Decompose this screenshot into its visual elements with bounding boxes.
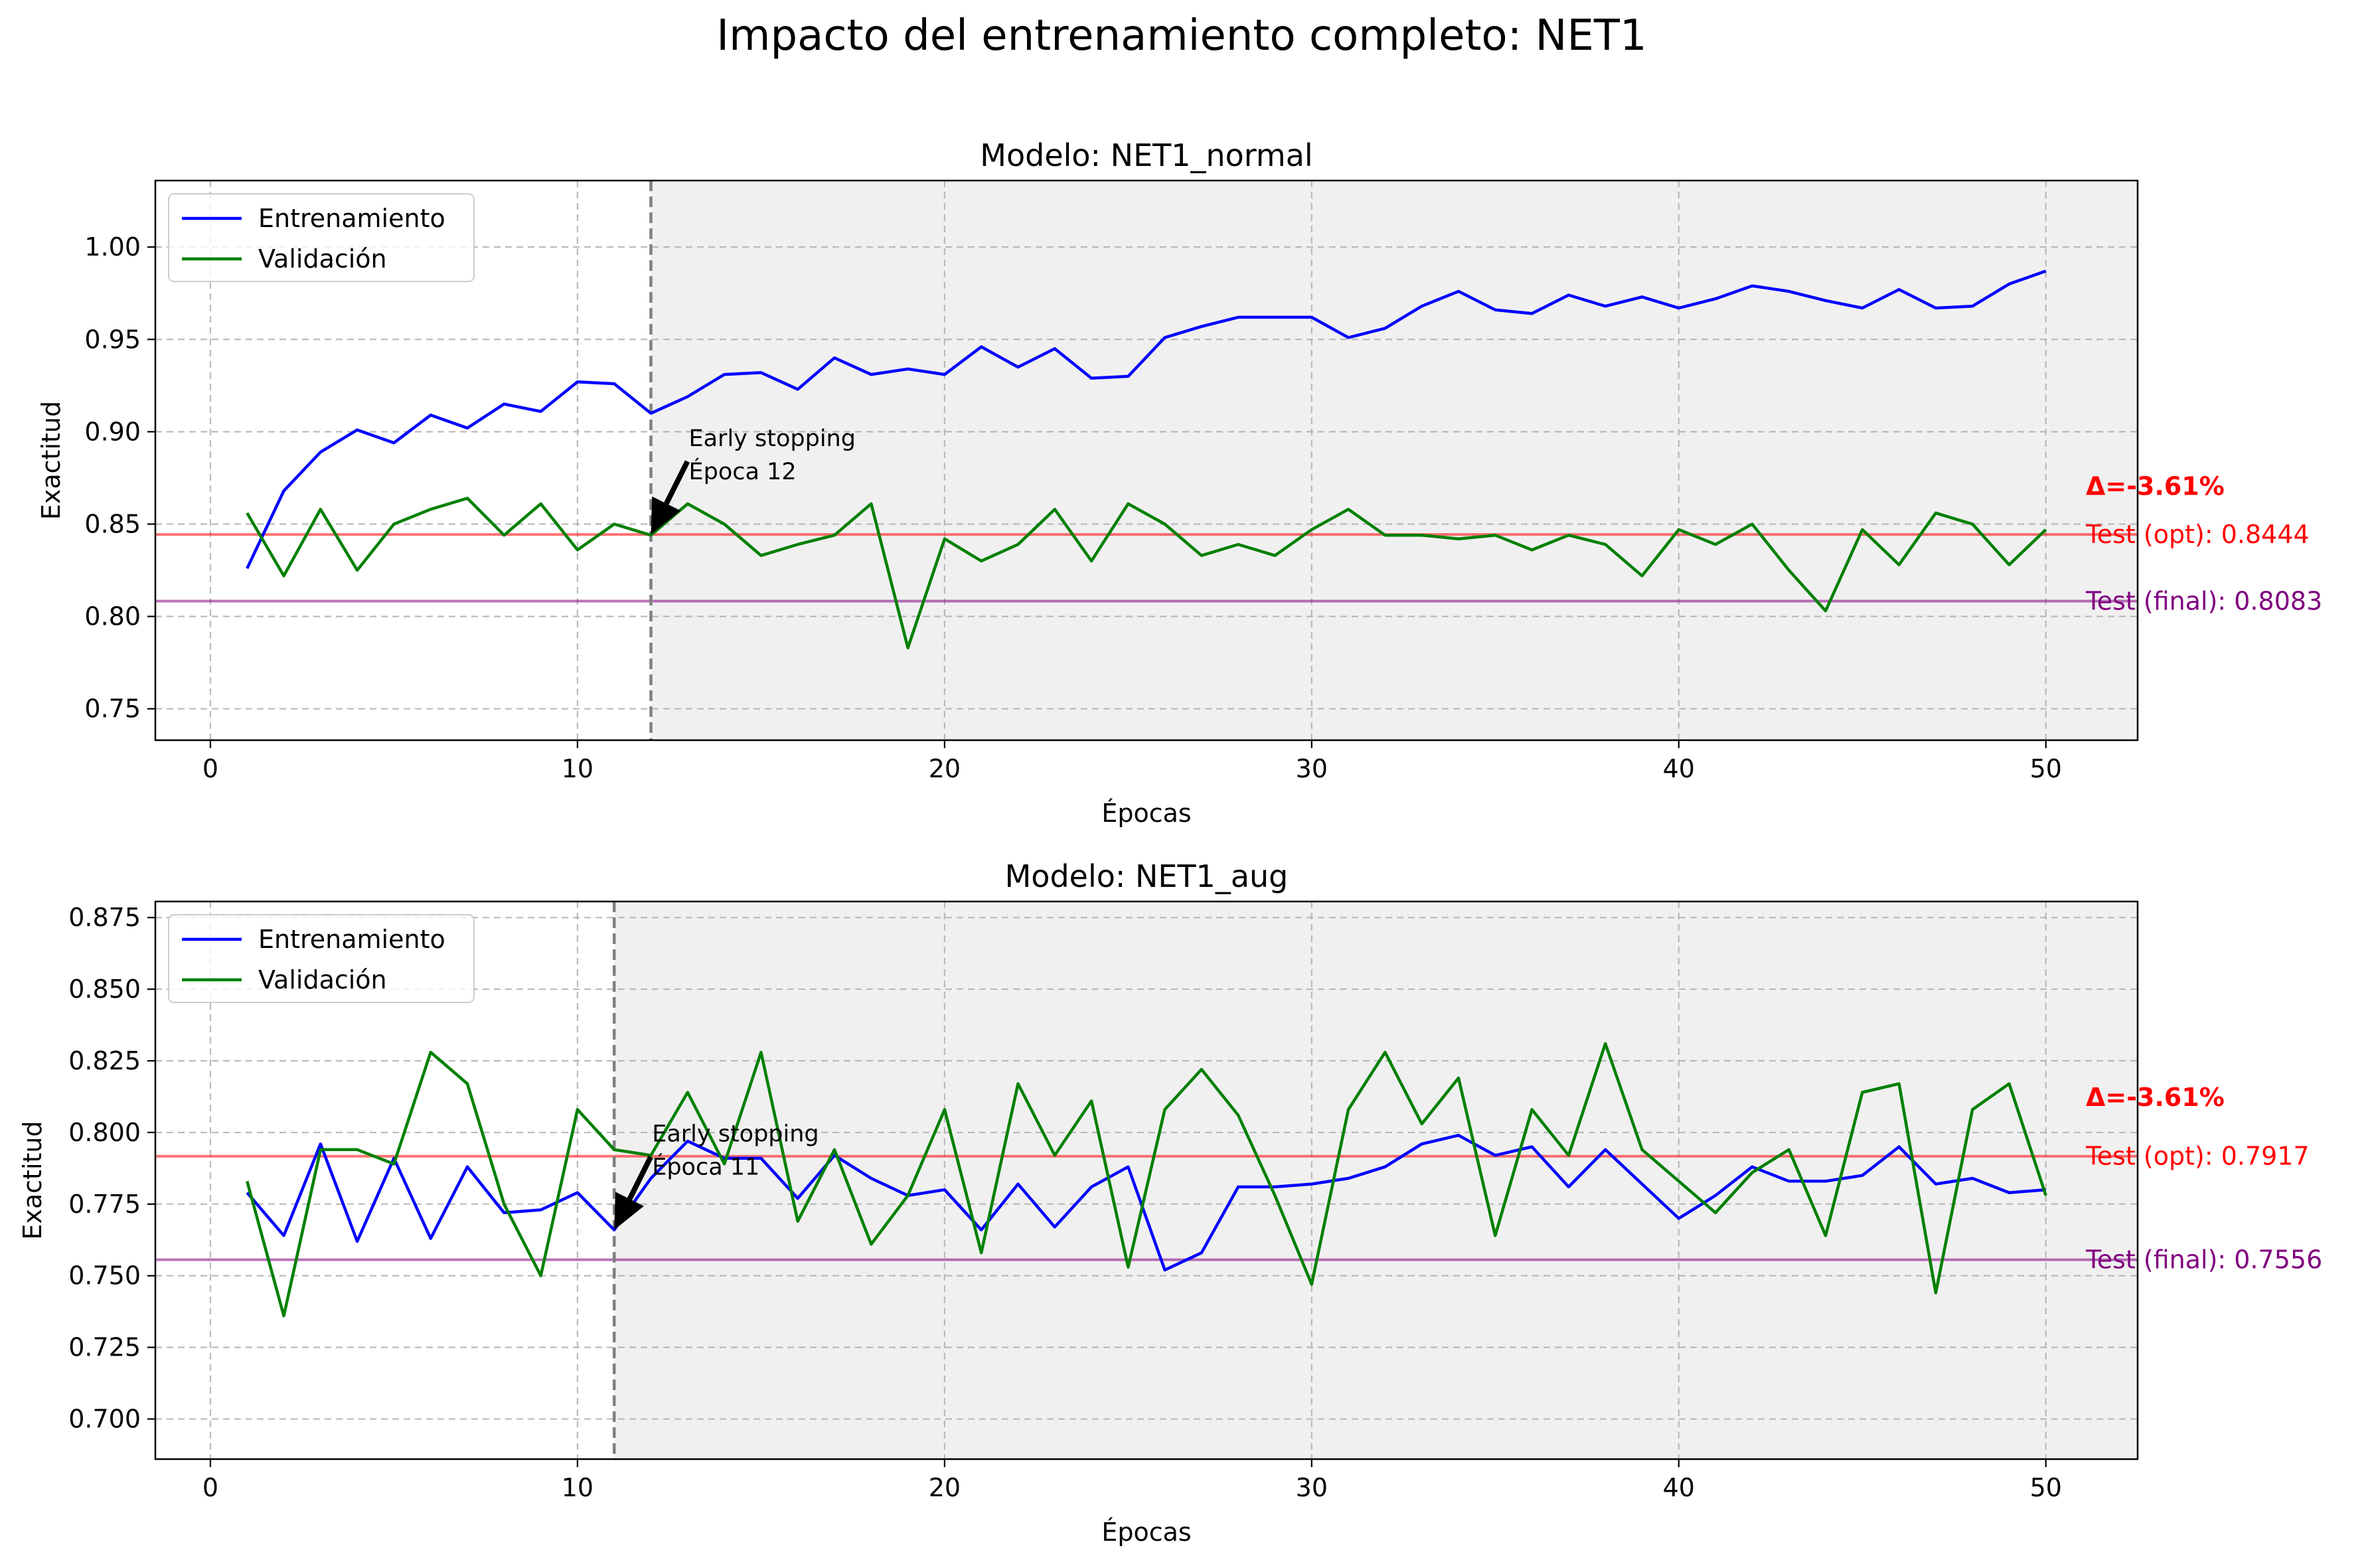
early-stopping-arrowhead — [651, 496, 681, 535]
test-opt-label: Test (opt): 0.8444 — [2085, 520, 2310, 549]
series-group-0 — [246, 270, 2047, 650]
early-stopping-label: Early stopping — [689, 426, 856, 452]
validation-accuracy-line — [246, 1042, 2047, 1318]
y-tick-label: 0.800 — [68, 1118, 141, 1147]
y-tick-label: 0.775 — [68, 1190, 141, 1219]
early-stopping-arrow — [627, 1155, 653, 1200]
delta-label: Δ=-3.61% — [2086, 1083, 2225, 1112]
test-final-label: Test (final): 0.8083 — [2085, 587, 2322, 616]
delta-label: Δ=-3.61% — [2086, 471, 2225, 501]
post-early-stopping-region — [651, 181, 2138, 740]
y-tick-label: 0.75 — [84, 694, 141, 724]
panel-1: Modelo: NET1_aug 0 10 20 30 40 50 0.700 0.725 0.7… — [18, 858, 2322, 1547]
y-tick-label: 0.875 — [68, 903, 141, 932]
training-accuracy-line — [246, 1133, 2046, 1272]
x-tick-label: 40 — [1663, 754, 1695, 783]
early-stopping-label: Early stopping — [652, 1121, 819, 1148]
x-tick-label: 50 — [2030, 754, 2062, 783]
axes-frame — [154, 900, 2139, 1460]
y-tick-label: 1.00 — [84, 232, 141, 262]
panel-0: Modelo: NET1_normal 0 10 20 30 40 50 0.75 0.80 0.… — [37, 137, 2322, 828]
legend: Entrenamiento Validación — [168, 914, 475, 1003]
legend-label: Entrenamiento — [258, 925, 445, 954]
y-tick-label: 0.95 — [84, 325, 141, 354]
x-tick-label: 30 — [1296, 1473, 1328, 1502]
early-stopping-arrowhead — [614, 1192, 644, 1230]
x-tick-label: 0 — [202, 754, 218, 783]
x-tick-label: 10 — [562, 1473, 593, 1502]
y-tick-label: 0.85 — [84, 509, 141, 538]
y-tick-label: 0.825 — [68, 1046, 141, 1075]
subplot-title: Modelo: NET1_normal — [980, 137, 1312, 173]
x-axis-label: Épocas — [1101, 799, 1191, 828]
legend-label: Entrenamiento — [258, 204, 445, 233]
training-accuracy-line — [246, 270, 2047, 570]
test-opt-label: Test (opt): 0.7917 — [2085, 1142, 2310, 1171]
y-tick-label: 0.725 — [68, 1333, 141, 1362]
early-stopping-label: Época 12 — [689, 457, 797, 485]
y-axis-label: Exactitud — [37, 401, 66, 520]
x-tick-label: 50 — [2030, 1473, 2062, 1502]
legend: Entrenamiento Validación — [168, 193, 475, 282]
validation-accuracy-line — [246, 497, 2047, 650]
x-tick-label: 20 — [929, 1473, 961, 1502]
y-tick-label: 0.850 — [68, 975, 141, 1004]
post-early-stopping-region — [614, 902, 2138, 1459]
y-axis-label: Exactitud — [18, 1121, 47, 1239]
x-tick-label: 0 — [202, 1473, 218, 1502]
subplot-title: Modelo: NET1_aug — [1005, 858, 1289, 894]
axes-frame — [154, 179, 2139, 742]
y-tick-label: 0.700 — [68, 1405, 141, 1434]
series-group-1 — [246, 1042, 2047, 1318]
x-tick-label: 20 — [929, 754, 961, 783]
legend-box — [168, 193, 475, 282]
x-tick-label: 10 — [562, 754, 593, 783]
figure-title: Impacto del entrenamiento completo: NET1 — [716, 11, 1646, 60]
y-tick-label: 0.90 — [84, 417, 141, 446]
legend-label: Validación — [258, 965, 387, 994]
legend-label: Validación — [258, 244, 387, 274]
x-tick-label: 40 — [1663, 1473, 1695, 1502]
x-tick-label: 30 — [1296, 754, 1328, 783]
early-stopping-label: Época 11 — [652, 1153, 759, 1181]
legend-box — [168, 914, 475, 1003]
early-stopping-arrow — [664, 460, 690, 505]
x-axis-label: Épocas — [1101, 1518, 1191, 1547]
y-tick-label: 0.80 — [84, 602, 141, 631]
y-tick-label: 0.750 — [68, 1261, 141, 1291]
test-final-label: Test (final): 0.7556 — [2085, 1245, 2322, 1275]
